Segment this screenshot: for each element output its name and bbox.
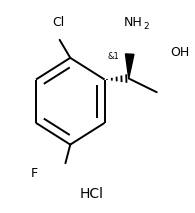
Text: OH: OH — [170, 46, 189, 59]
Text: Cl: Cl — [52, 16, 65, 29]
Polygon shape — [125, 54, 134, 78]
Text: F: F — [31, 167, 38, 180]
Text: &1: &1 — [108, 52, 120, 61]
Text: HCl: HCl — [80, 187, 104, 201]
Text: NH: NH — [123, 16, 142, 29]
Text: 2: 2 — [144, 22, 149, 31]
